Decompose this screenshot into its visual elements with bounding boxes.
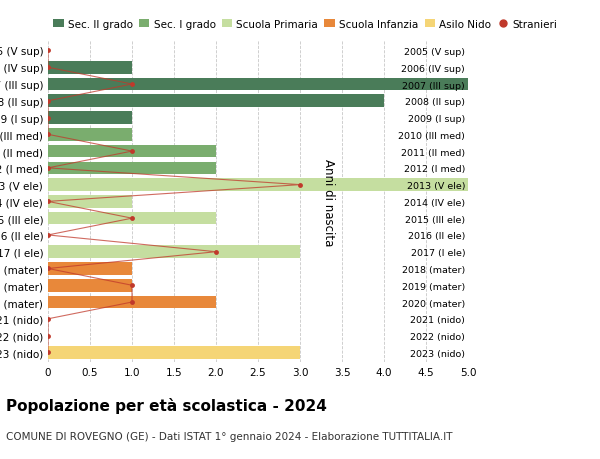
Bar <box>48 146 216 158</box>
Bar <box>48 112 132 124</box>
Bar <box>48 213 216 225</box>
Y-axis label: Anni di nascita: Anni di nascita <box>322 158 335 246</box>
Text: Popolazione per età scolastica - 2024: Popolazione per età scolastica - 2024 <box>6 397 327 413</box>
Bar <box>48 196 132 208</box>
Bar <box>48 280 132 292</box>
Text: COMUNE DI ROVEGNO (GE) - Dati ISTAT 1° gennaio 2024 - Elaborazione TUTTITALIA.IT: COMUNE DI ROVEGNO (GE) - Dati ISTAT 1° g… <box>6 431 452 442</box>
Bar <box>48 263 132 275</box>
Bar <box>48 62 132 74</box>
Bar <box>48 78 468 91</box>
Bar <box>48 179 468 191</box>
Bar <box>48 296 216 308</box>
Legend: Sec. II grado, Sec. I grado, Scuola Primaria, Scuola Infanzia, Asilo Nido, Stran: Sec. II grado, Sec. I grado, Scuola Prim… <box>53 20 557 30</box>
Bar <box>48 346 300 359</box>
Bar <box>48 246 300 258</box>
Bar <box>48 162 216 175</box>
Bar <box>48 129 132 141</box>
Bar <box>48 95 384 108</box>
